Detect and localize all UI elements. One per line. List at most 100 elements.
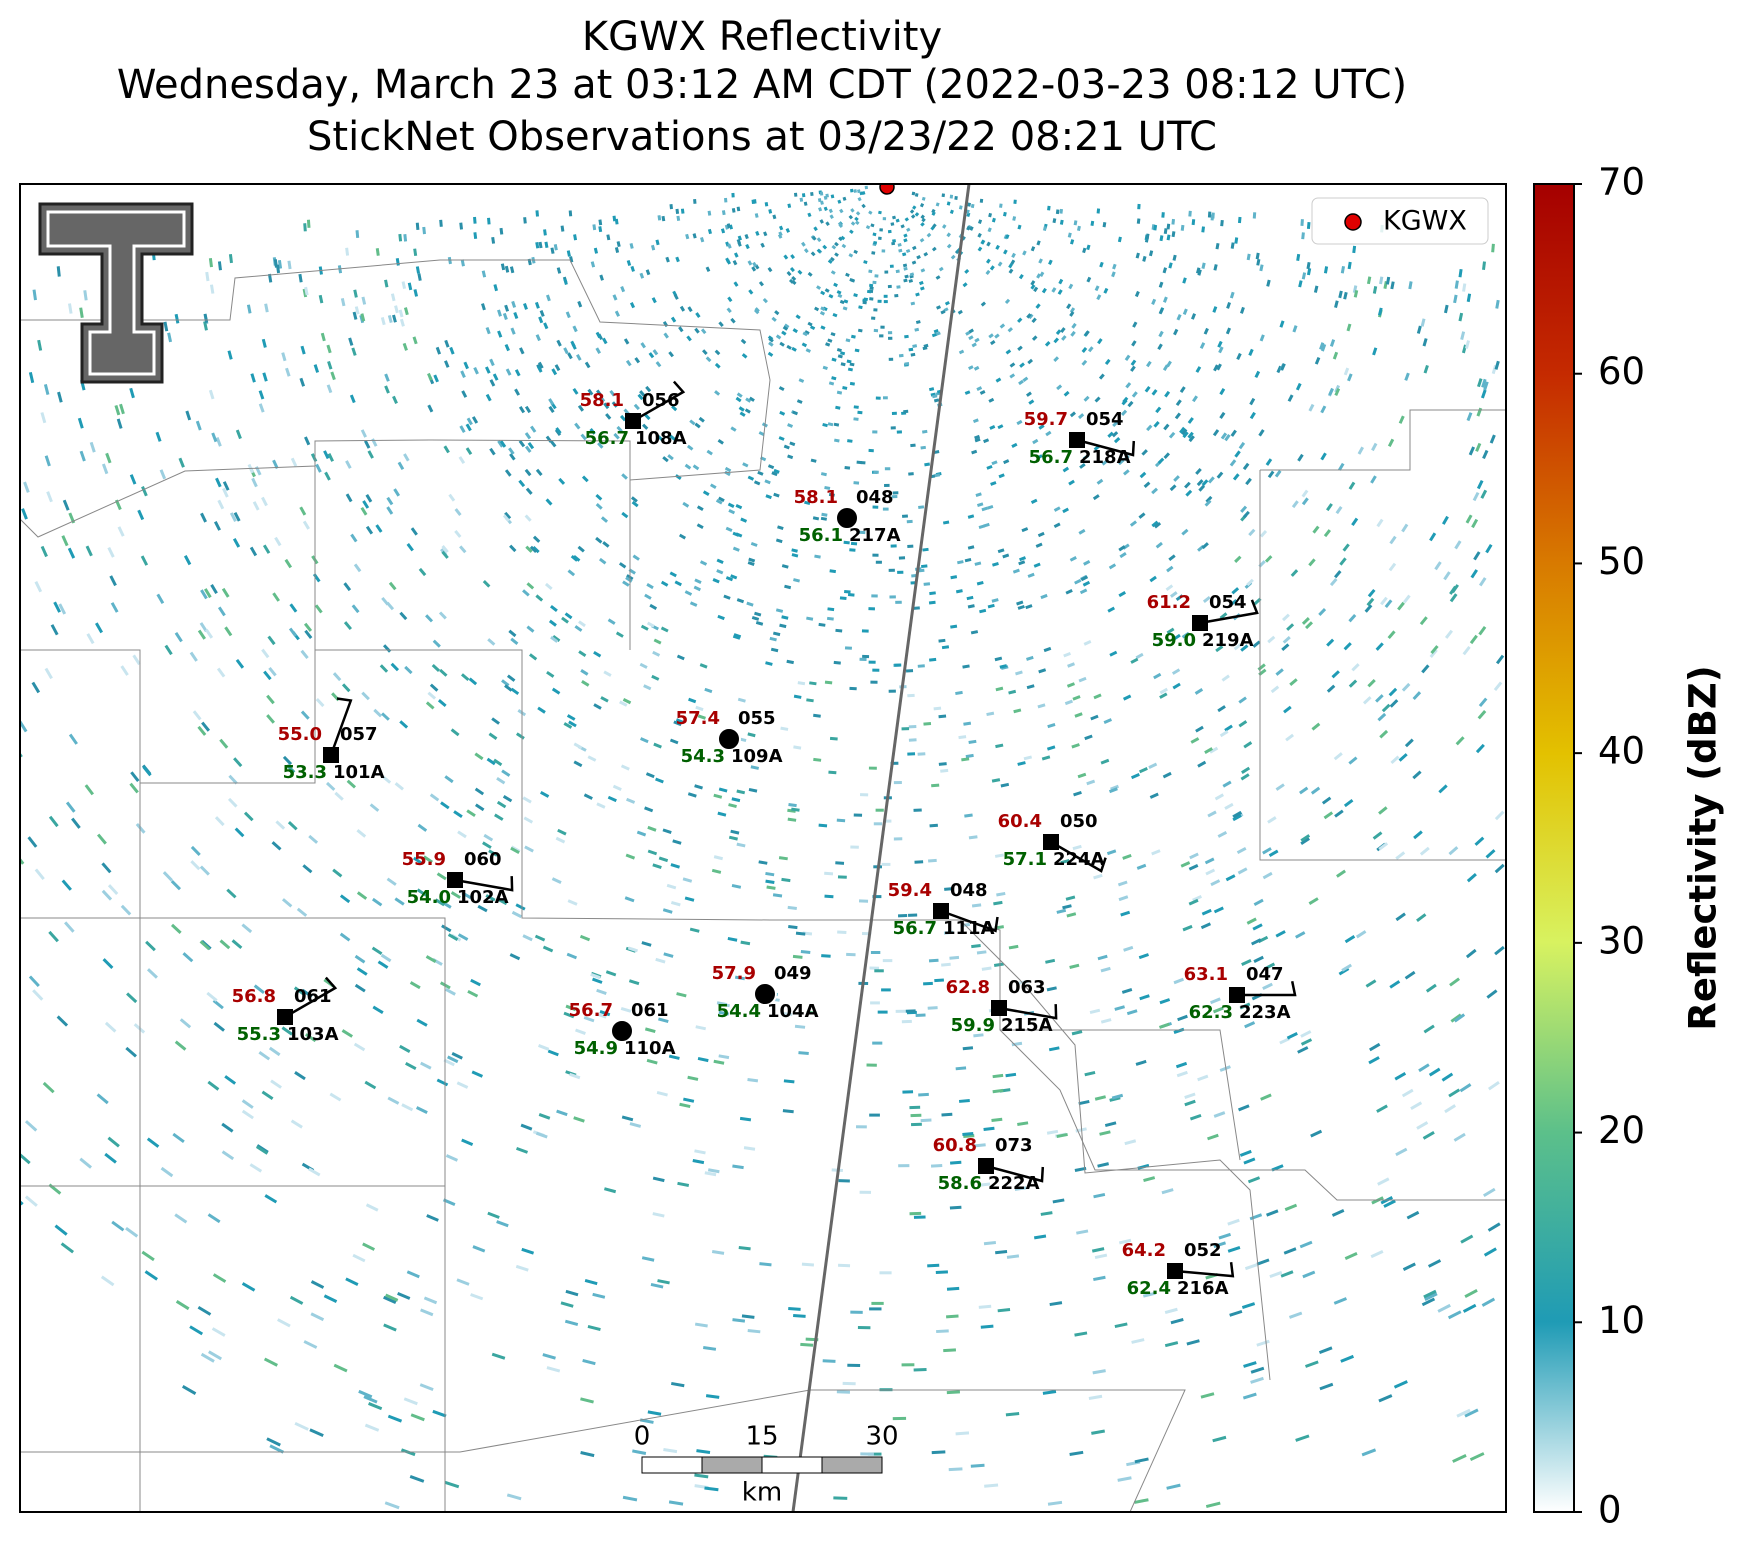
- station-id: 110A: [624, 1038, 676, 1059]
- dewpoint: 54.9: [574, 1038, 618, 1059]
- legend-box: [1311, 197, 1489, 245]
- wind-barb: [1050, 840, 1107, 873]
- pressure: 054: [1209, 592, 1247, 613]
- station-id: 103A: [287, 1024, 339, 1045]
- temperature: 62.8: [946, 977, 990, 998]
- scale-bar: 0 15 30 km: [634, 1422, 899, 1508]
- wind-barb: [985, 1164, 1045, 1183]
- dewpoint: 54.0: [407, 887, 451, 908]
- wind-barb: [284, 976, 338, 1019]
- colorbar-tick-label: 70: [1598, 161, 1645, 204]
- temperature: 58.1: [580, 390, 624, 411]
- radar-site: [879, 184, 895, 195]
- dewpoint: 62.4: [1127, 1278, 1171, 1299]
- temperature: 58.1: [794, 487, 838, 508]
- station-marker: [1167, 1263, 1183, 1279]
- colorbar-tick-label: 40: [1598, 730, 1645, 773]
- station-id: 101A: [333, 762, 385, 783]
- temperature: 56.7: [569, 1000, 613, 1021]
- map-area: 58.1 056 56.7 108A 59.7 054 56.7 218A 58.1 048 56.…: [20, 184, 1506, 1512]
- wind-barb: [1199, 599, 1259, 625]
- pressure: 056: [642, 390, 680, 411]
- station-marker: [991, 1000, 1007, 1016]
- temperature: 63.1: [1184, 964, 1228, 985]
- station-id: 109A: [731, 746, 783, 767]
- station-marker: [1229, 987, 1245, 1003]
- pressure: 057: [340, 724, 378, 745]
- temperature: 59.7: [1024, 409, 1068, 430]
- pressure: 061: [294, 986, 332, 1007]
- station-marker: [277, 1009, 293, 1025]
- station-id: 217A: [849, 525, 901, 546]
- station-marker: [978, 1158, 994, 1174]
- temperature: 56.8: [232, 986, 276, 1007]
- station-id: 218A: [1079, 447, 1131, 468]
- scale-tick-label: 0: [634, 1422, 651, 1452]
- calm-marker: [610, 1019, 634, 1043]
- wind-barb: [1174, 1262, 1235, 1278]
- temperature: 55.9: [402, 849, 446, 870]
- calm-marker: [835, 506, 859, 530]
- station-marker: [1069, 432, 1085, 448]
- station-marker: [1043, 834, 1059, 850]
- calm-marker: [717, 727, 741, 751]
- calm-marker: [753, 982, 777, 1006]
- colorbar-tick-label: 20: [1598, 1109, 1645, 1152]
- wind-barb: [940, 909, 999, 933]
- map-frame: [19, 183, 1507, 1513]
- scale-tick-label: 15: [745, 1422, 778, 1452]
- station-id: 224A: [1053, 849, 1105, 870]
- scale-unit: km: [742, 1478, 782, 1508]
- station-id: 222A: [988, 1173, 1040, 1194]
- pressure: 061: [631, 1000, 669, 1021]
- scale-tick-label: 30: [865, 1422, 898, 1452]
- dewpoint: 55.3: [237, 1024, 281, 1045]
- highway: [791, 184, 971, 1512]
- temperature: 59.4: [888, 880, 932, 901]
- legend-marker: [1344, 213, 1362, 231]
- colorbar-tick-label: 30: [1598, 919, 1645, 962]
- station-id: 223A: [1239, 1002, 1291, 1023]
- temperature: 64.2: [1122, 1240, 1166, 1261]
- dewpoint: 56.7: [893, 918, 937, 939]
- station-id: 216A: [1177, 1278, 1229, 1299]
- station-id: 108A: [635, 428, 687, 449]
- temperature: 60.4: [998, 811, 1042, 832]
- colorbar-tick-label: 50: [1598, 540, 1645, 583]
- temperature: 60.8: [933, 1135, 977, 1156]
- pressure: 048: [950, 880, 988, 901]
- temperature: 55.0: [278, 724, 322, 745]
- pressure: 054: [1086, 409, 1124, 430]
- dewpoint: 57.1: [1003, 849, 1047, 870]
- dewpoint: 56.1: [799, 525, 843, 546]
- pressure: 063: [1008, 977, 1046, 998]
- pressure: 048: [856, 487, 894, 508]
- colorbar-label: Reflectivity (dBZ): [1682, 665, 1725, 1030]
- temperature: 57.9: [712, 963, 756, 984]
- title-line: KGWX Reflectivity: [582, 14, 942, 60]
- pressure: 060: [464, 849, 502, 870]
- pressure: 055: [738, 708, 776, 729]
- dewpoint: 56.7: [585, 428, 629, 449]
- wind-barb: [1237, 981, 1297, 997]
- pressure: 073: [995, 1135, 1033, 1156]
- colorbar: Reflectivity (dBZ) 0 10 20 30 40 50 60 70: [1533, 161, 1725, 1532]
- dewpoint: 58.6: [938, 1173, 982, 1194]
- dewpoint: 56.7: [1029, 447, 1073, 468]
- temperature: 61.2: [1147, 592, 1191, 613]
- ttu-logo: [38, 202, 194, 384]
- station-id: 102A: [457, 887, 509, 908]
- title-line: Wednesday, March 23 at 03:12 AM CDT (202…: [117, 62, 1407, 108]
- station-marker: [625, 413, 641, 429]
- pressure: 049: [774, 963, 812, 984]
- pressure: 052: [1184, 1240, 1222, 1261]
- colorbar-tick-label: 0: [1598, 1489, 1622, 1532]
- pressure: 047: [1246, 964, 1284, 985]
- station-id: 111A: [943, 918, 995, 939]
- station-marker: [933, 903, 949, 919]
- legend-label: KGWX: [1383, 206, 1467, 237]
- dewpoint: 59.9: [951, 1015, 995, 1036]
- wind-barb: [1076, 438, 1136, 457]
- temperature: 57.4: [676, 708, 720, 729]
